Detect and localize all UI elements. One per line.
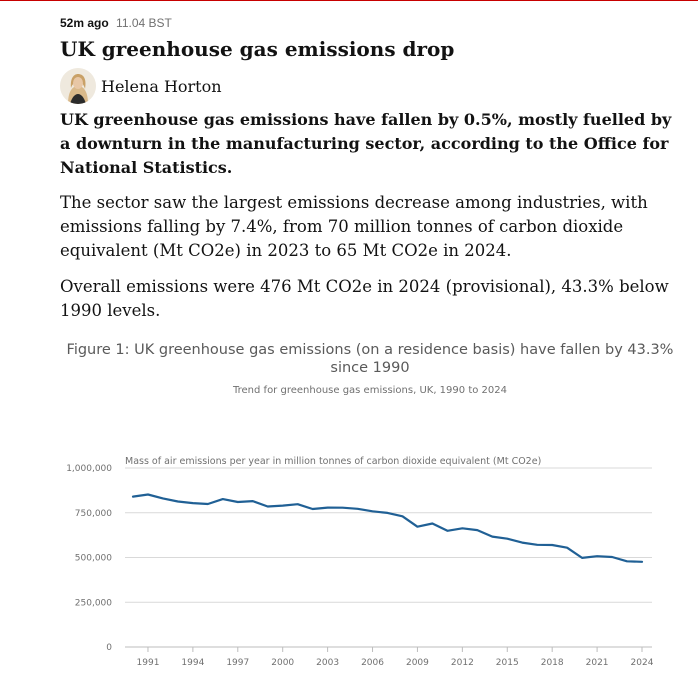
post-meta: 52m ago 11.04 BST <box>60 16 172 30</box>
author-avatar[interactable] <box>60 68 96 104</box>
author-name[interactable]: Helena Horton <box>101 76 222 96</box>
post-headline: UK greenhouse gas emissions drop <box>60 37 455 61</box>
x-tick-label: 2018 <box>541 658 564 668</box>
x-tick-label: 1991 <box>137 658 160 668</box>
byline: Helena Horton <box>60 68 222 104</box>
x-tick-label: 2009 <box>406 658 429 668</box>
x-tick-label: 2006 <box>361 658 384 668</box>
y-axis-label: Mass of air emissions per year in millio… <box>125 456 541 467</box>
top-accent-rule <box>0 0 698 1</box>
x-tick-label: 2021 <box>586 658 609 668</box>
chart-series <box>131 493 644 563</box>
x-tick-label: 2012 <box>451 658 474 668</box>
body-paragraph: The sector saw the largest emissions dec… <box>60 193 648 260</box>
body-paragraph: Overall emissions were 476 Mt CO2e in 20… <box>60 277 669 320</box>
x-tick-label: 2015 <box>496 658 519 668</box>
figure-subtitle: Trend for greenhouse gas emissions, UK, … <box>233 385 507 396</box>
chart-gridlines <box>125 467 652 648</box>
y-tick-label: 750,000 <box>75 509 112 519</box>
emissions-series-line <box>131 493 644 563</box>
y-axis-ticks: 0 250,000 500,000 750,000 1,000,000 <box>66 464 112 653</box>
y-tick-label: 250,000 <box>75 598 112 608</box>
timestamp: 11.04 BST <box>116 16 172 30</box>
x-tick-label: 2003 <box>316 658 339 668</box>
x-tick-label: 2024 <box>631 658 654 668</box>
x-tick-label: 2000 <box>271 658 294 668</box>
standfirst: UK greenhouse gas emissions have fallen … <box>60 110 672 177</box>
x-tick-label: 1997 <box>226 658 249 668</box>
y-tick-label: 1,000,000 <box>66 464 112 474</box>
emissions-line-chart: 0 250,000 500,000 750,000 1,000,000 1991 1994… <box>66 456 654 668</box>
time-ago: 52m ago <box>60 16 109 30</box>
x-axis-ticks: 1991 1994 1997 2000 2003 2006 2009 2012 2015 2018… <box>137 647 654 668</box>
figure-title: Figure 1: UK greenhouse gas emissions (o… <box>66 342 674 376</box>
y-tick-label: 0 <box>106 643 112 653</box>
y-tick-label: 500,000 <box>75 554 112 564</box>
x-tick-label: 1994 <box>181 658 204 668</box>
